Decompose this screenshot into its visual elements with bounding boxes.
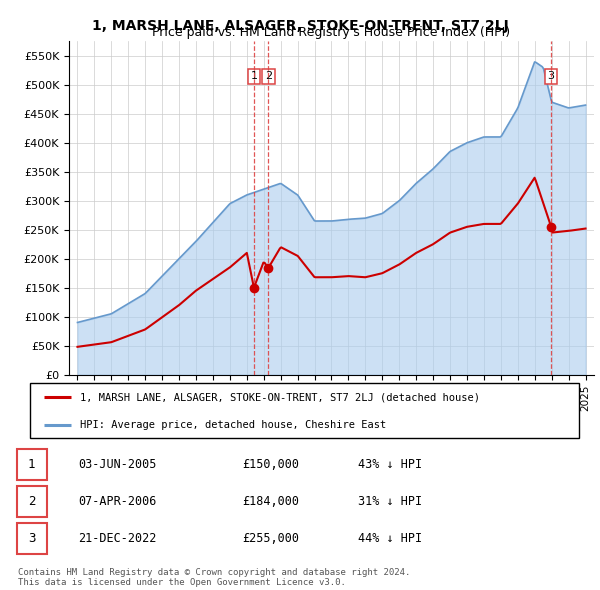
FancyBboxPatch shape [17, 486, 47, 517]
Text: £184,000: £184,000 [242, 495, 299, 508]
Text: 2: 2 [265, 71, 272, 81]
FancyBboxPatch shape [17, 450, 47, 480]
FancyBboxPatch shape [30, 383, 579, 438]
Text: 43% ↓ HPI: 43% ↓ HPI [358, 458, 422, 471]
Text: 3: 3 [28, 532, 35, 545]
Text: £150,000: £150,000 [242, 458, 299, 471]
Text: HPI: Average price, detached house, Cheshire East: HPI: Average price, detached house, Ches… [80, 420, 386, 430]
Text: 1, MARSH LANE, ALSAGER, STOKE-ON-TRENT, ST7 2LJ (detached house): 1, MARSH LANE, ALSAGER, STOKE-ON-TRENT, … [80, 392, 479, 402]
Text: £255,000: £255,000 [242, 532, 299, 545]
Text: Contains HM Land Registry data © Crown copyright and database right 2024.
This d: Contains HM Land Registry data © Crown c… [18, 568, 410, 587]
Text: 1: 1 [250, 71, 257, 81]
Text: 3: 3 [548, 71, 554, 81]
Text: 2: 2 [28, 495, 35, 508]
Text: 1, MARSH LANE, ALSAGER, STOKE-ON-TRENT, ST7 2LJ: 1, MARSH LANE, ALSAGER, STOKE-ON-TRENT, … [92, 19, 508, 33]
Text: 03-JUN-2005: 03-JUN-2005 [78, 458, 157, 471]
Text: 31% ↓ HPI: 31% ↓ HPI [358, 495, 422, 508]
FancyBboxPatch shape [17, 523, 47, 553]
Text: 1: 1 [28, 458, 35, 471]
Text: 21-DEC-2022: 21-DEC-2022 [78, 532, 157, 545]
Text: 44% ↓ HPI: 44% ↓ HPI [358, 532, 422, 545]
Title: Price paid vs. HM Land Registry's House Price Index (HPI): Price paid vs. HM Land Registry's House … [152, 26, 511, 39]
Text: 07-APR-2006: 07-APR-2006 [78, 495, 157, 508]
